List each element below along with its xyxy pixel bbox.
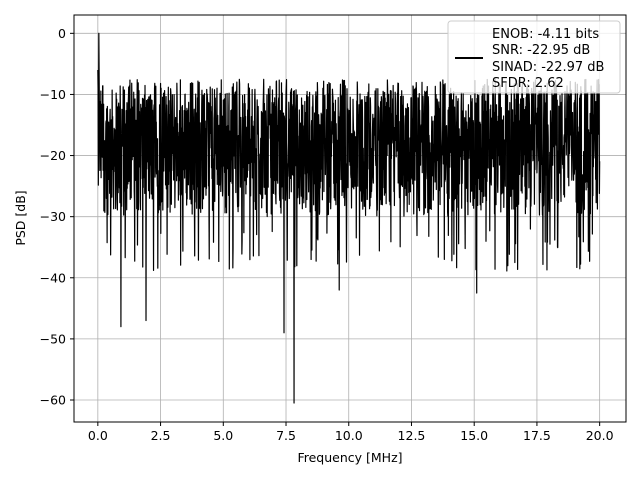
legend-line-sinad: SINAD: -22.97 dB xyxy=(492,60,604,75)
x-tick-label: 20.0 xyxy=(586,428,614,443)
legend: ENOB: -4.11 bits SNR: -22.95 dB SINAD: -… xyxy=(447,20,621,94)
y-tick-label: −50 xyxy=(40,331,66,346)
y-tick-label: −10 xyxy=(40,87,66,102)
x-tick-label: 12.5 xyxy=(398,428,426,443)
plot-frame xyxy=(73,14,627,423)
x-tick-label: 7.5 xyxy=(276,428,296,443)
x-tick-label: 5.0 xyxy=(213,428,233,443)
y-tick-label: −20 xyxy=(40,148,66,163)
y-axis-label: PSD [dB] xyxy=(13,190,28,245)
x-tick-label: 10.0 xyxy=(335,428,363,443)
legend-line-sfdr: SFDR: 2.62 xyxy=(492,76,564,91)
legend-line-enob: ENOB: -4.11 bits xyxy=(492,27,599,42)
x-tick-label: 15.0 xyxy=(460,428,488,443)
y-tick-label: −30 xyxy=(40,209,66,224)
y-tick-label: −60 xyxy=(40,393,66,408)
y-tick-label: −40 xyxy=(40,270,66,285)
y-axis-ticks: 0 −10 −20 −30 −40 −50 −60 xyxy=(40,26,74,408)
x-tick-label: 17.5 xyxy=(523,428,551,443)
psd-series-line xyxy=(97,32,601,404)
x-axis-ticks: 0.0 2.5 5.0 7.5 10.0 12.5 15.0 17.5 20.0 xyxy=(88,422,614,443)
x-axis-label: Frequency [MHz] xyxy=(297,450,402,465)
y-tick-label: 0 xyxy=(58,26,66,41)
x-tick-label: 0.0 xyxy=(88,428,108,443)
x-tick-label: 2.5 xyxy=(151,428,171,443)
legend-line-snr: SNR: -22.95 dB xyxy=(492,43,590,58)
legend-box xyxy=(447,20,621,94)
